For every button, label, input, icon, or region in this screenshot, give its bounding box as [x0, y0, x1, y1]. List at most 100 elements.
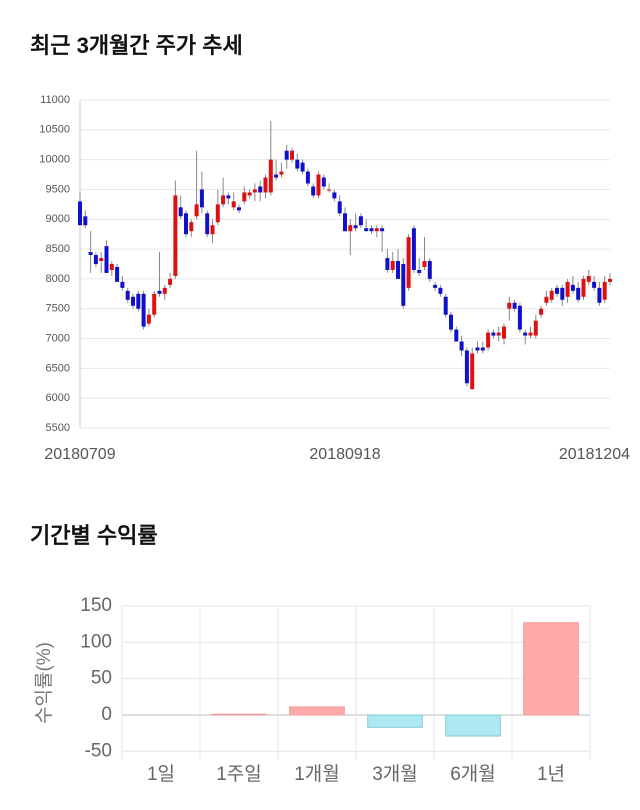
- candle-body: [517, 305, 522, 330]
- candle-body: [433, 284, 438, 288]
- candle-body: [555, 287, 559, 294]
- y-tick-label: 9000: [46, 213, 70, 225]
- candle-body: [231, 201, 236, 208]
- candle-body: [539, 308, 544, 315]
- y-tick-label: 150: [80, 595, 112, 616]
- candle-body: [380, 228, 385, 232]
- candle-body: [496, 332, 501, 336]
- candle-body: [570, 284, 575, 291]
- candle-body: [422, 261, 427, 267]
- candle-body: [125, 290, 130, 300]
- x-tick-label: 20181204: [559, 446, 630, 463]
- y-tick-label: 10500: [39, 124, 70, 136]
- candle-body: [247, 192, 252, 196]
- candle-body: [406, 237, 411, 288]
- candle-body: [480, 347, 485, 351]
- candle-body: [120, 281, 125, 288]
- candle-body: [136, 293, 141, 309]
- y-tick-label: 0: [101, 704, 112, 725]
- candle-body: [162, 287, 167, 294]
- candle-body: [321, 177, 326, 187]
- candle-body: [205, 213, 210, 235]
- candle-body: [252, 189, 257, 193]
- candle-body: [343, 213, 347, 232]
- candle-body: [78, 201, 82, 226]
- candle-body: [168, 278, 173, 285]
- candle-body: [109, 264, 114, 270]
- y-tick-label: 8500: [46, 243, 70, 255]
- candle-body: [565, 281, 570, 297]
- candle-body: [502, 326, 506, 339]
- y-tick-label: 7000: [46, 332, 70, 344]
- candle-body: [602, 281, 607, 300]
- candle-body: [327, 189, 332, 191]
- y-tick-label: 8000: [46, 273, 70, 285]
- candle-body: [237, 207, 241, 211]
- candle-body: [215, 204, 220, 223]
- candle-body: [152, 293, 157, 315]
- candle-body: [258, 186, 263, 193]
- candle-body: [364, 228, 369, 232]
- candle-body: [459, 341, 464, 351]
- y-tick-label: 7500: [46, 303, 70, 315]
- candle-body: [411, 228, 416, 270]
- candle-body: [438, 287, 443, 294]
- x-tick-label: 1개월: [294, 763, 340, 785]
- x-tick-label: 1일: [147, 763, 175, 785]
- candle-body: [184, 213, 188, 235]
- candle-body: [597, 287, 602, 303]
- candle-body: [221, 195, 226, 205]
- y-axis-label: 수익률(%): [33, 642, 55, 724]
- candle-body: [401, 264, 406, 306]
- candle-body: [300, 162, 305, 172]
- candle-body: [464, 350, 469, 384]
- candle-body: [263, 177, 268, 193]
- candle-body: [507, 302, 512, 309]
- candle-body: [454, 329, 459, 342]
- candle-body: [475, 347, 480, 351]
- candle-body: [581, 278, 586, 297]
- candle-body: [189, 222, 194, 232]
- candle-body: [290, 150, 294, 160]
- candle-body: [544, 296, 549, 303]
- candle-body: [295, 159, 300, 169]
- bar: [367, 714, 423, 728]
- candle-body: [99, 258, 104, 262]
- x-tick-label: 20180918: [309, 446, 380, 463]
- candle-body: [528, 332, 533, 336]
- candle-body: [226, 195, 231, 199]
- candle-body: [533, 320, 538, 336]
- chart-title: 기간별 수익률: [30, 523, 158, 548]
- candle-body: [512, 302, 517, 309]
- candle-body: [83, 216, 88, 226]
- bar: [523, 622, 579, 716]
- candle-body: [385, 258, 390, 270]
- y-tick-label: 9500: [46, 183, 70, 195]
- candle-body: [586, 275, 591, 282]
- x-tick-label: 6개월: [450, 763, 496, 785]
- candle-body: [470, 353, 475, 390]
- bar: [289, 706, 345, 716]
- y-tick-label: 6000: [46, 392, 70, 404]
- candle-body: [88, 252, 93, 256]
- candle-body: [141, 293, 146, 327]
- candle-body: [115, 266, 120, 282]
- candle-body: [199, 189, 204, 208]
- x-tick-label: 1주일: [216, 763, 262, 785]
- candle-body: [131, 296, 135, 306]
- candle-body: [146, 314, 151, 324]
- candle-body: [316, 174, 321, 196]
- candle-body: [396, 261, 400, 279]
- y-tick-label: 10000: [39, 154, 70, 166]
- candle-body: [353, 225, 358, 229]
- y-tick-label: 5500: [46, 422, 70, 434]
- candle-body: [305, 171, 310, 184]
- candle-body: [417, 269, 422, 273]
- x-tick-label: 1년: [537, 763, 565, 785]
- candle-body: [576, 287, 581, 300]
- y-tick-label: 6500: [46, 362, 70, 374]
- candle-body: [369, 228, 374, 232]
- candle-body: [348, 225, 353, 232]
- candle-body: [279, 171, 284, 175]
